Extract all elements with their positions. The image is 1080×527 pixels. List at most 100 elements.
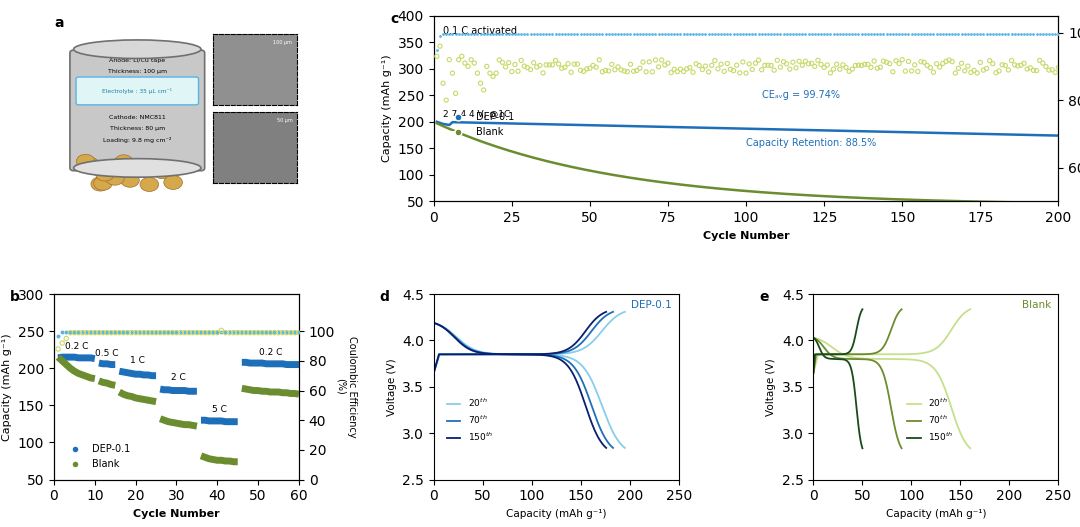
Point <box>868 64 886 72</box>
Point <box>847 61 864 70</box>
Point <box>728 30 745 38</box>
Point <box>510 30 527 38</box>
Point <box>550 30 567 38</box>
Point <box>812 30 829 38</box>
70$^{th}$ <box>807 370 820 376</box>
20$^{th}$ <box>808 368 821 374</box>
Point <box>482 30 499 38</box>
Point <box>515 30 532 38</box>
20$^{th}$ <box>619 309 632 315</box>
Point <box>860 60 877 69</box>
Point <box>700 30 717 38</box>
Line: 150$^{th}$: 150$^{th}$ <box>434 312 606 373</box>
Point <box>781 65 798 73</box>
Point <box>1018 30 1036 38</box>
Point <box>825 30 842 38</box>
Circle shape <box>106 171 124 185</box>
20$^{th}$ <box>428 370 441 376</box>
Text: 0.2 C: 0.2 C <box>65 342 89 351</box>
Point <box>797 57 814 65</box>
70$^{th}$ <box>860 351 873 357</box>
Point <box>78 328 95 336</box>
Point <box>1000 30 1017 38</box>
Point <box>891 30 908 38</box>
Point <box>693 65 711 74</box>
Text: Blank: Blank <box>1022 300 1051 310</box>
Point <box>94 328 111 336</box>
Line: 20$^{th}$: 20$^{th}$ <box>434 312 625 373</box>
Point <box>528 30 545 38</box>
Text: 1 C: 1 C <box>131 356 145 365</box>
Point <box>50 331 67 340</box>
Point <box>669 30 686 38</box>
Point <box>896 30 914 38</box>
Point <box>956 66 973 75</box>
Point <box>837 63 854 72</box>
Point <box>629 30 646 38</box>
Point <box>286 328 303 337</box>
Point <box>553 30 570 38</box>
Point <box>131 328 148 337</box>
Point <box>644 30 661 38</box>
Point <box>249 328 267 337</box>
Point <box>625 67 643 75</box>
Point <box>962 68 980 76</box>
Point <box>794 30 811 38</box>
Point <box>54 328 71 336</box>
Point <box>672 65 689 73</box>
Point <box>906 61 923 69</box>
Point <box>148 328 165 337</box>
Point <box>1028 66 1045 75</box>
Point <box>741 30 758 38</box>
Point <box>941 30 958 38</box>
Point <box>881 60 899 68</box>
150$^{th}$ <box>428 370 441 376</box>
Point <box>462 55 480 64</box>
Point <box>710 30 727 38</box>
Point <box>987 30 1004 38</box>
Point <box>806 30 823 38</box>
Point <box>167 328 185 336</box>
Point <box>947 69 964 77</box>
Point <box>487 30 504 38</box>
Circle shape <box>153 164 172 179</box>
Point <box>507 30 524 38</box>
Point <box>924 68 942 76</box>
Text: c: c <box>390 12 399 26</box>
Point <box>103 328 120 337</box>
Point <box>1043 65 1061 74</box>
Point <box>160 328 177 337</box>
Point <box>454 30 471 38</box>
Text: e: e <box>759 290 769 305</box>
150$^{th}$ <box>807 370 820 376</box>
Point <box>896 67 914 75</box>
Point <box>865 57 882 65</box>
20$^{th}$ <box>428 368 441 374</box>
Legend: 20$^{th}$, 70$^{th}$, 150$^{th}$: 20$^{th}$, 70$^{th}$, 150$^{th}$ <box>904 394 957 447</box>
Point <box>840 67 858 75</box>
Point <box>977 64 995 73</box>
Point <box>431 42 448 51</box>
Point <box>753 65 770 74</box>
Point <box>977 30 995 38</box>
Point <box>956 30 973 38</box>
Point <box>853 61 870 70</box>
Point <box>622 60 639 69</box>
Point <box>878 58 895 66</box>
Point <box>531 61 549 70</box>
Point <box>1031 56 1049 65</box>
Point <box>591 30 608 38</box>
Point <box>151 328 168 336</box>
Point <box>931 30 948 38</box>
150$^{th}$ <box>837 351 850 357</box>
20$^{th}$ <box>903 351 916 357</box>
Point <box>640 30 658 38</box>
Point <box>832 65 849 73</box>
Point <box>634 58 651 66</box>
Point <box>650 30 667 38</box>
Point <box>490 56 508 64</box>
Point <box>828 60 846 69</box>
Point <box>254 328 271 337</box>
Point <box>800 30 818 38</box>
Point <box>728 61 745 70</box>
